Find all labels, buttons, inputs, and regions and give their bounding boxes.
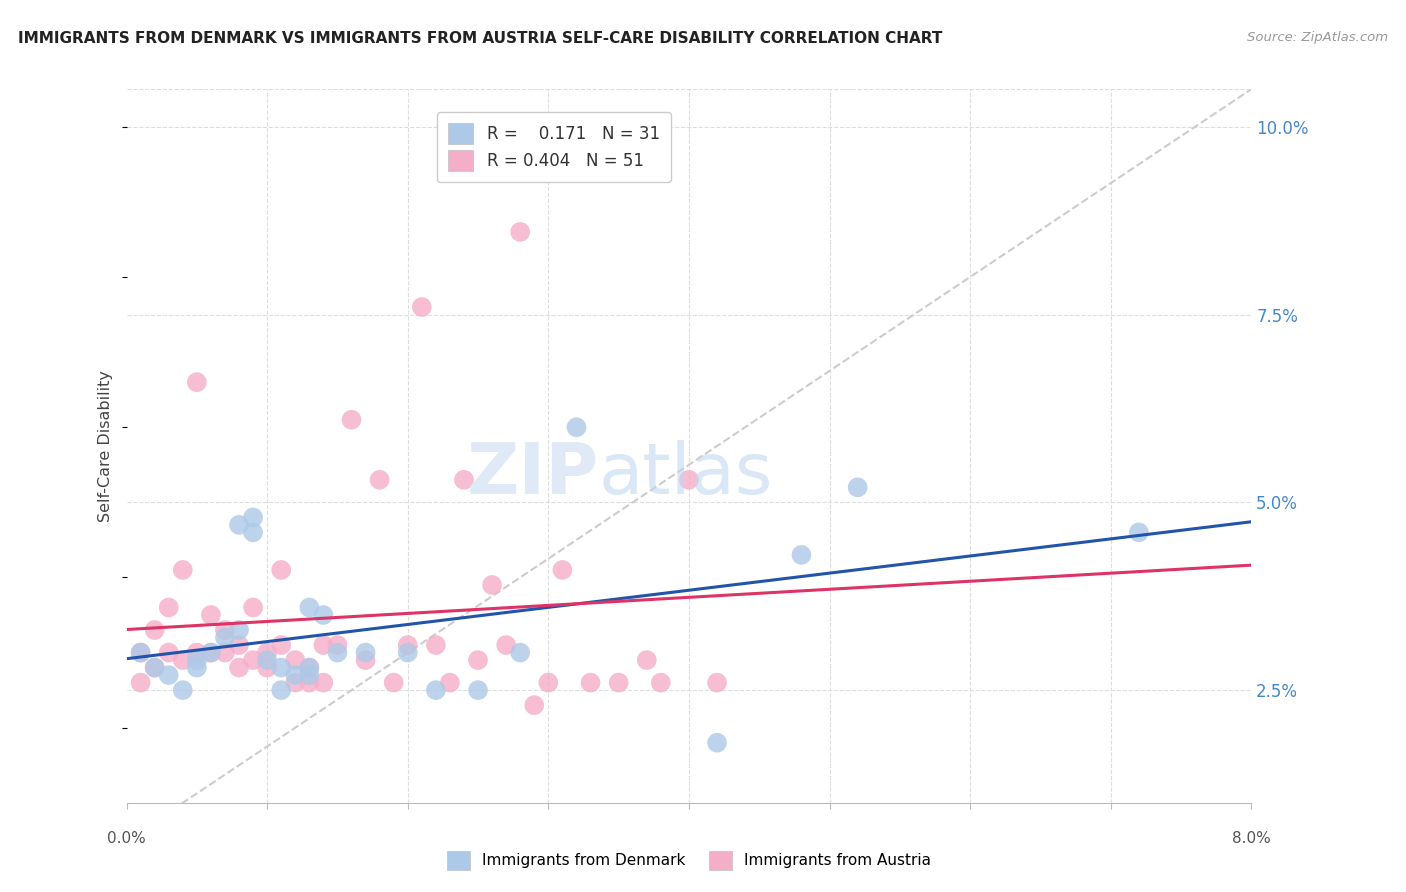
Point (143, 660, 166, 674)
Point (157, 668, 180, 682)
Point (172, 653, 194, 667)
Point (453, 473, 475, 487)
Point (312, 675, 335, 690)
Point (200, 646, 222, 660)
Point (186, 653, 208, 667)
Point (242, 653, 264, 667)
Point (172, 683, 194, 698)
Text: atlas: atlas (599, 440, 773, 509)
Point (382, 675, 405, 690)
Text: 0.0%: 0.0% (107, 831, 146, 846)
Point (411, 300, 433, 314)
Point (200, 646, 222, 660)
Point (298, 668, 321, 682)
Point (298, 675, 321, 690)
Point (481, 578, 503, 592)
Point (467, 683, 489, 698)
Point (270, 638, 292, 652)
Point (706, 736, 728, 750)
Point (1128, 525, 1150, 540)
Point (425, 638, 447, 652)
Point (157, 646, 180, 660)
Point (579, 675, 602, 690)
Point (270, 683, 292, 698)
Point (439, 675, 461, 690)
Point (425, 683, 447, 698)
Point (706, 675, 728, 690)
Point (298, 600, 321, 615)
Point (242, 525, 264, 540)
Text: Source: ZipAtlas.com: Source: ZipAtlas.com (1247, 31, 1388, 45)
Point (186, 375, 208, 389)
Point (143, 660, 166, 674)
Point (846, 480, 869, 494)
Point (312, 607, 335, 622)
Point (214, 631, 236, 645)
Point (157, 600, 180, 615)
Point (565, 420, 588, 434)
Point (186, 660, 208, 674)
Point (523, 698, 546, 713)
Point (129, 675, 152, 690)
Point (284, 653, 307, 667)
Point (214, 623, 236, 637)
Point (129, 646, 152, 660)
Point (256, 646, 278, 660)
Point (298, 660, 321, 674)
Point (312, 638, 335, 652)
Point (256, 660, 278, 674)
Point (143, 623, 166, 637)
Point (228, 517, 250, 532)
Legend: Immigrants from Denmark, Immigrants from Austria: Immigrants from Denmark, Immigrants from… (440, 843, 938, 877)
Point (172, 563, 194, 577)
Text: ZIP: ZIP (467, 440, 599, 509)
Point (200, 607, 222, 622)
Point (129, 646, 152, 660)
Point (607, 675, 630, 690)
Point (551, 563, 574, 577)
Point (354, 653, 377, 667)
Point (396, 638, 419, 652)
Point (368, 473, 391, 487)
Point (636, 653, 658, 667)
Point (509, 646, 531, 660)
Point (228, 623, 250, 637)
Text: IMMIGRANTS FROM DENMARK VS IMMIGRANTS FROM AUSTRIA SELF-CARE DISABILITY CORRELAT: IMMIGRANTS FROM DENMARK VS IMMIGRANTS FR… (18, 31, 942, 46)
Point (256, 653, 278, 667)
Point (537, 675, 560, 690)
Point (270, 660, 292, 674)
Point (242, 600, 264, 615)
Point (354, 646, 377, 660)
Point (214, 646, 236, 660)
Point (326, 638, 349, 652)
Text: 8.0%: 8.0% (1232, 831, 1271, 846)
Point (284, 675, 307, 690)
Point (495, 638, 517, 652)
Point (326, 646, 349, 660)
Point (509, 225, 531, 239)
Point (270, 563, 292, 577)
Point (228, 638, 250, 652)
Y-axis label: Self-Care Disability: Self-Care Disability (98, 370, 114, 522)
Point (650, 675, 672, 690)
Legend: R =    0.171   N = 31, R = 0.404   N = 51: R = 0.171 N = 31, R = 0.404 N = 51 (437, 112, 671, 183)
Point (396, 646, 419, 660)
Point (678, 473, 700, 487)
Point (467, 653, 489, 667)
Point (242, 510, 264, 524)
Point (228, 660, 250, 674)
Point (284, 668, 307, 682)
Point (186, 646, 208, 660)
Point (298, 660, 321, 674)
Point (340, 413, 363, 427)
Point (790, 548, 813, 562)
